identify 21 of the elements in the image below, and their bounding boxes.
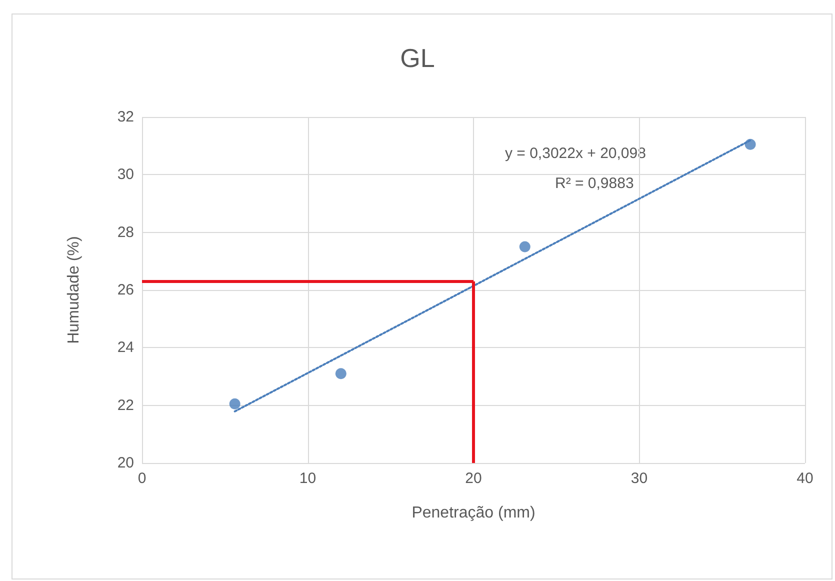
x-tick-label: 10 — [299, 470, 316, 487]
x-tick-label: 0 — [138, 470, 146, 487]
x-tick-label: 40 — [796, 470, 814, 487]
point — [335, 368, 346, 380]
point — [519, 241, 530, 252]
y-tick-label: 20 — [117, 454, 134, 472]
point — [744, 138, 756, 150]
x-tick-label: 20 — [465, 470, 482, 487]
x-axis-title: Penetração (mm) — [412, 504, 536, 522]
chart-title: GL — [400, 43, 435, 73]
y-tick-label: 32 — [117, 108, 134, 126]
y-tick-label: 28 — [117, 224, 134, 241]
annotation: y = 0,3022x + 20,098 — [505, 145, 646, 162]
y-tick-label: 26 — [117, 282, 134, 298]
annotation: R² = 0,9883 — [555, 175, 634, 192]
y-tick-label: 24 — [117, 339, 134, 356]
x-tick-label: 30 — [630, 470, 648, 487]
y-axis-title: Humudade (%) — [66, 236, 82, 344]
y-tick-label: 30 — [117, 166, 134, 184]
y-tick-label: 22 — [117, 396, 134, 414]
point — [229, 398, 240, 410]
